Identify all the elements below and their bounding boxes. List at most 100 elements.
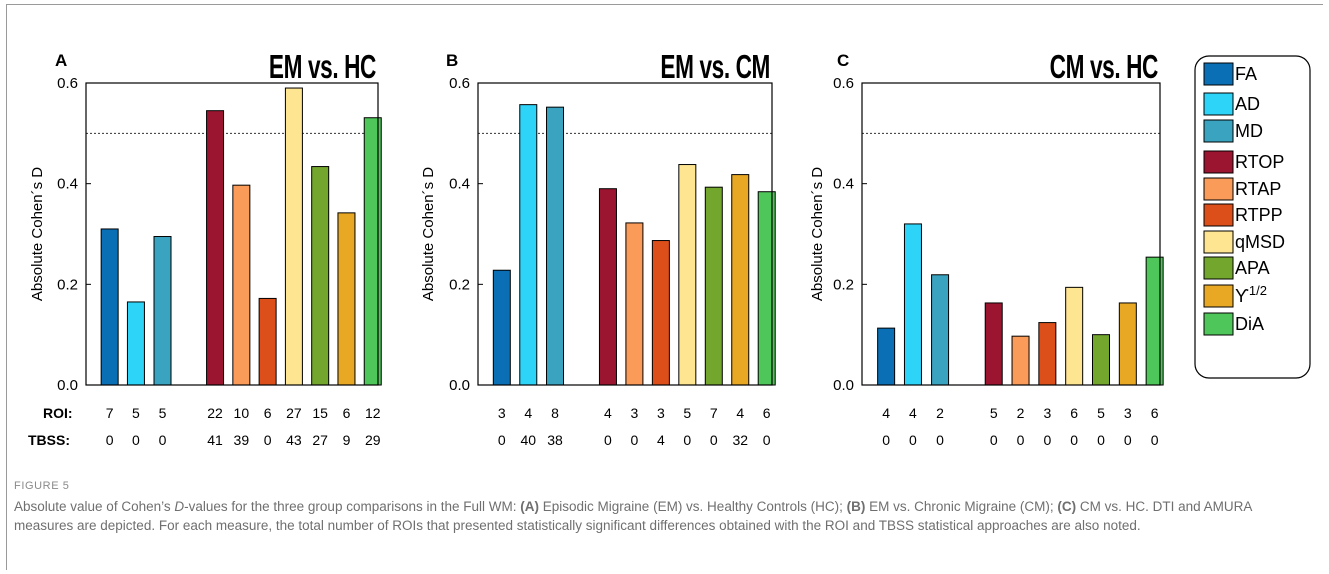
roi-count: 5 bbox=[990, 405, 998, 421]
caption-segment: (B) bbox=[846, 499, 866, 514]
bar-dia bbox=[757, 191, 776, 386]
tbss-count: 0 bbox=[909, 432, 917, 448]
tbss-count: 0 bbox=[1017, 432, 1025, 448]
caption-segment: -values for the three group comparisons … bbox=[184, 499, 521, 514]
roi-count: 3 bbox=[1124, 405, 1132, 421]
legend-swatch-md bbox=[1203, 119, 1234, 143]
legend-label: RTOP bbox=[1235, 152, 1284, 172]
roi-count: 5 bbox=[159, 405, 167, 421]
panel-label: A bbox=[55, 51, 67, 70]
legend-swatch-qmsd bbox=[1203, 230, 1234, 254]
legend-swatch- bbox=[1203, 284, 1234, 308]
y-tick-label: 0.6 bbox=[449, 75, 470, 92]
figure-label: FIGURE 5 bbox=[14, 480, 70, 492]
caption-segment: (A) bbox=[520, 499, 540, 514]
tbss-count: 0 bbox=[498, 432, 506, 448]
legend-swatch-rtop bbox=[1203, 150, 1234, 174]
tbss-count: 0 bbox=[936, 432, 944, 448]
roi-count: 3 bbox=[657, 405, 665, 421]
tbss-count: 38 bbox=[547, 432, 563, 448]
roi-count: 6 bbox=[1151, 405, 1159, 421]
bar-md bbox=[931, 274, 950, 386]
roi-count: 15 bbox=[312, 405, 328, 421]
bar-apa bbox=[1091, 334, 1110, 386]
tbss-count: 9 bbox=[343, 432, 351, 448]
bar-rtop bbox=[598, 188, 617, 386]
y-axis-label: Absolute Cohen´s D bbox=[29, 167, 46, 301]
roi-count: 3 bbox=[1043, 405, 1051, 421]
tbss-count: 4 bbox=[657, 432, 665, 448]
caption-segment: Episodic Migraine (EM) vs. Healthy Contr… bbox=[539, 499, 847, 514]
roi-count: 5 bbox=[132, 405, 140, 421]
bar-12 bbox=[1118, 302, 1137, 386]
roi-count: 7 bbox=[106, 405, 114, 421]
bar-rtap bbox=[232, 184, 251, 386]
caption-segment: EM vs. Chronic Migraine (CM); bbox=[865, 499, 1058, 514]
chart-title: EM vs. CM bbox=[660, 49, 770, 86]
tbss-count: 0 bbox=[1070, 432, 1078, 448]
legend-swatch-rtap bbox=[1203, 177, 1234, 201]
legend-label: FA bbox=[1235, 64, 1257, 84]
legend-label: APA bbox=[1235, 258, 1270, 278]
legend-label-text: APA bbox=[1235, 258, 1270, 278]
legend-label-text: RTOP bbox=[1235, 152, 1284, 172]
legend-label: AD bbox=[1235, 94, 1260, 114]
roi-count: 7 bbox=[710, 405, 718, 421]
y-tick-label: 0.4 bbox=[449, 176, 470, 193]
bar-ad bbox=[903, 223, 922, 386]
tbss-count: 41 bbox=[207, 432, 223, 448]
bar-ad bbox=[519, 104, 538, 386]
caption-segment: CM vs. HC. DTI and AMURA measures are de… bbox=[14, 499, 1252, 533]
legend-label-text: AD bbox=[1235, 94, 1260, 114]
roi-count: 22 bbox=[207, 405, 223, 421]
tbss-count: 0 bbox=[106, 432, 114, 448]
bar-fa bbox=[492, 269, 511, 386]
y-tick-label: 0.0 bbox=[57, 377, 78, 394]
plot-frame bbox=[85, 82, 379, 386]
roi-count: 4 bbox=[909, 405, 917, 421]
bar-rtop bbox=[984, 302, 1003, 386]
roi-count: 5 bbox=[1097, 405, 1105, 421]
roi-count: 4 bbox=[604, 405, 612, 421]
tbss-count: 43 bbox=[286, 432, 302, 448]
tbss-count: 0 bbox=[1043, 432, 1051, 448]
tbss-count: 0 bbox=[604, 432, 612, 448]
tbss-count: 0 bbox=[1097, 432, 1105, 448]
bar-rtpp bbox=[1038, 322, 1057, 386]
legend-label: MD bbox=[1235, 121, 1263, 141]
tbss-count: 40 bbox=[520, 432, 536, 448]
roi-count: 4 bbox=[736, 405, 744, 421]
tbss-count: 0 bbox=[710, 432, 718, 448]
chart-figure: ROI: TBSS: A EM vs. HC Absolute Cohen´s D 7 0 5… bbox=[28, 49, 1311, 448]
bar-qmsd bbox=[678, 164, 697, 386]
roi-count: 12 bbox=[365, 405, 381, 421]
y-tick-label: 0.4 bbox=[57, 176, 78, 193]
chart-title: EM vs. HC bbox=[269, 49, 376, 86]
bar-dia bbox=[363, 117, 382, 386]
roi-count: 6 bbox=[264, 405, 272, 421]
plot-frame bbox=[477, 82, 773, 386]
bar-fa bbox=[100, 228, 119, 386]
tbss-count: 0 bbox=[763, 432, 771, 448]
tbss-count: 0 bbox=[990, 432, 998, 448]
legend-swatch-fa bbox=[1203, 62, 1234, 86]
legend-label-text: ϒ bbox=[1235, 286, 1249, 306]
bar-rtap bbox=[625, 222, 644, 386]
roi-count: 3 bbox=[498, 405, 506, 421]
legend-label-text: FA bbox=[1235, 64, 1257, 84]
chart-title: CM vs. HC bbox=[1050, 49, 1158, 86]
y-tick-label: 0.6 bbox=[833, 75, 854, 92]
bar-apa bbox=[704, 186, 723, 386]
y-tick-label: 0.0 bbox=[833, 377, 854, 394]
roi-count: 3 bbox=[631, 405, 639, 421]
legend-label-text: DiA bbox=[1235, 314, 1264, 334]
legend-swatch-dia bbox=[1203, 312, 1234, 336]
roi-count: 6 bbox=[763, 405, 771, 421]
legend-label: qMSD bbox=[1235, 232, 1285, 252]
roi-count: 4 bbox=[882, 405, 890, 421]
y-tick-label: 0.2 bbox=[833, 276, 854, 293]
y-axis-label: Absolute Cohen´s D bbox=[809, 167, 826, 301]
bar-qmsd bbox=[284, 87, 303, 386]
bar-md bbox=[546, 106, 565, 386]
panel-label: C bbox=[837, 51, 849, 70]
